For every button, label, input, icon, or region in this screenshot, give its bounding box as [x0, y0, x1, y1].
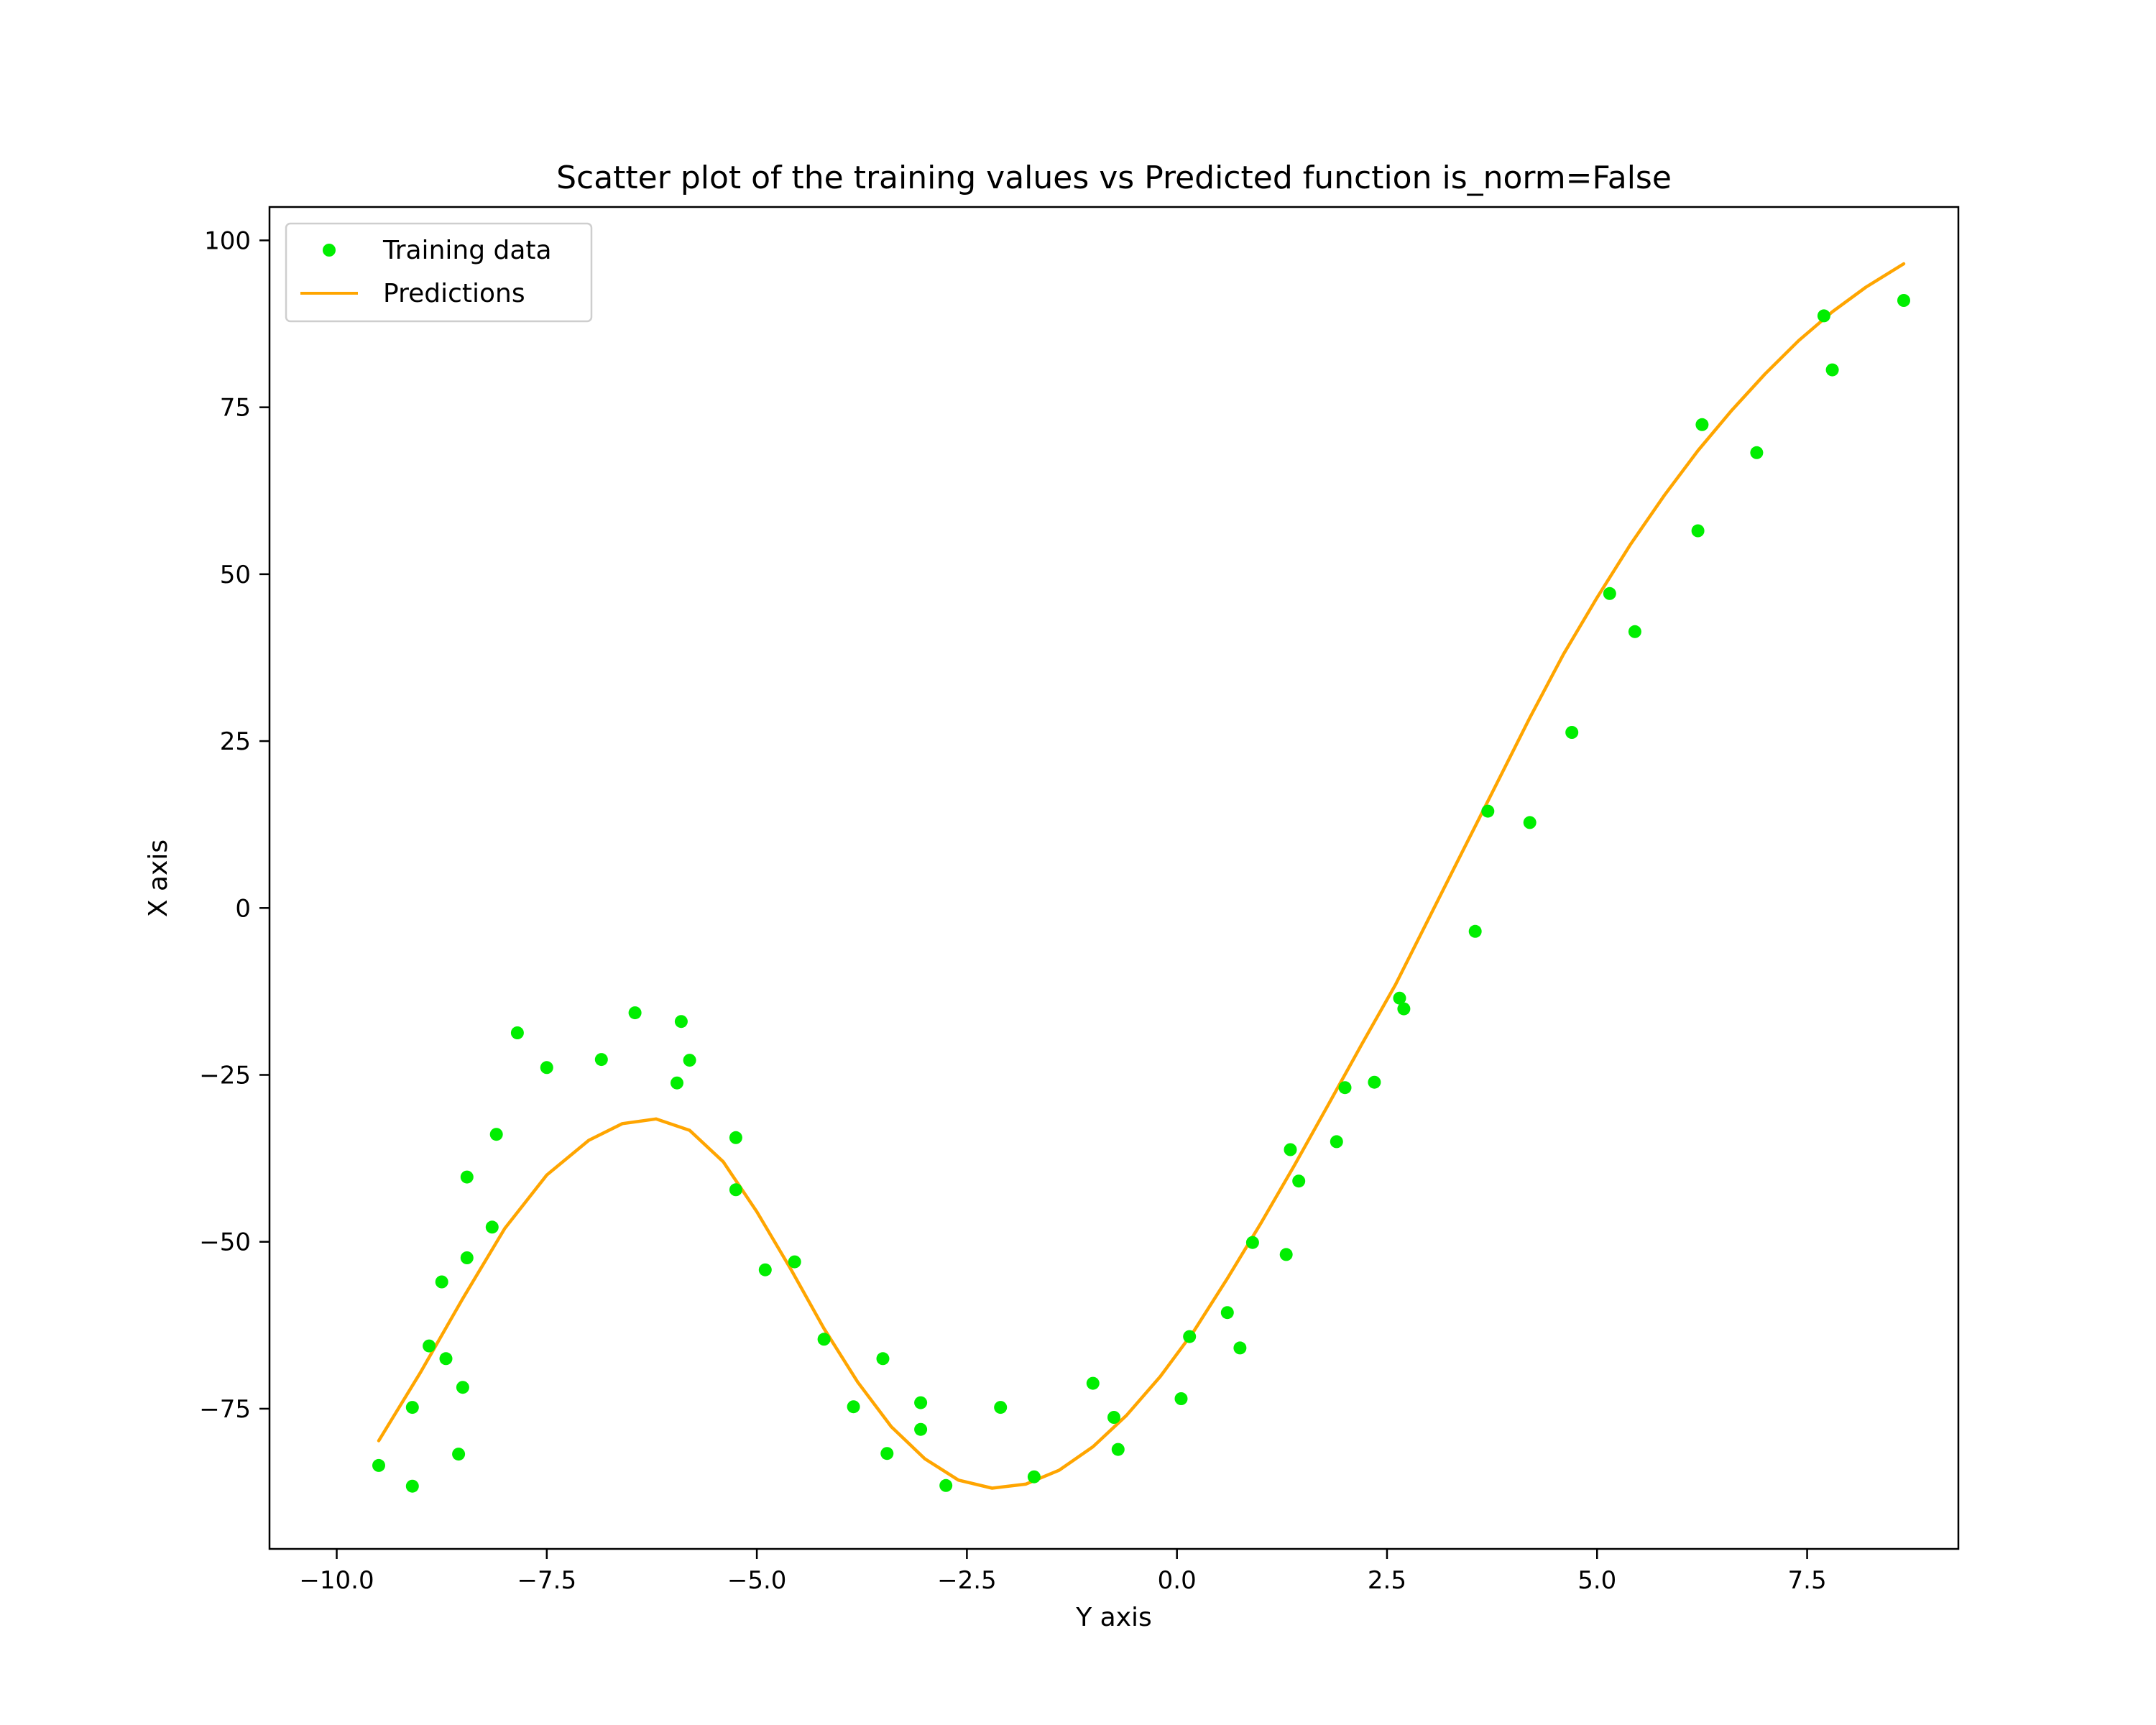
training-data-point [1284, 1143, 1297, 1156]
training-data-point [1397, 1002, 1411, 1016]
x-tick-label: −10.0 [299, 1566, 374, 1595]
training-data-point [594, 1053, 608, 1067]
training-data-point [1817, 309, 1830, 323]
plot-area [268, 206, 1960, 1550]
training-data-point [939, 1478, 953, 1492]
training-data-point [489, 1128, 503, 1141]
training-data-point [540, 1061, 553, 1075]
training-data-point [405, 1479, 419, 1493]
training-data-point [880, 1447, 894, 1460]
y-tick-label: 50 [220, 561, 251, 589]
training-data-point [1368, 1075, 1381, 1089]
training-data-point [372, 1458, 385, 1472]
training-data-point [1468, 924, 1482, 938]
training-data-point [1750, 446, 1764, 459]
training-data-point [914, 1422, 928, 1436]
training-data-point [1603, 586, 1616, 600]
training-data-point [456, 1381, 469, 1394]
x-tick-label: 2.5 [1368, 1566, 1406, 1595]
training-data-point [460, 1251, 474, 1264]
training-data-point [1897, 294, 1910, 307]
training-data-point [1292, 1174, 1306, 1188]
training-data-point [729, 1131, 742, 1144]
chart-title: Scatter plot of the training values vs P… [556, 160, 1672, 196]
training-data-point [683, 1054, 696, 1067]
training-data-point [729, 1183, 742, 1197]
training-data-point [914, 1396, 928, 1409]
training-data-point [758, 1263, 772, 1276]
training-data-point [847, 1400, 860, 1414]
x-tick-label: 0.0 [1158, 1566, 1197, 1595]
x-axis-label: Y axis [1075, 1603, 1152, 1632]
training-data-point [452, 1448, 466, 1461]
training-data-point [423, 1339, 436, 1353]
training-data-point [876, 1352, 890, 1366]
legend-frame [285, 222, 593, 323]
training-data-point [1279, 1248, 1293, 1261]
training-data-point [435, 1275, 448, 1289]
legend-label-training-data: Training data [382, 236, 552, 265]
training-data-point [1393, 991, 1406, 1005]
y-tick-label: −50 [199, 1228, 251, 1257]
training-data-point [460, 1170, 474, 1184]
legend-label-predictions: Predictions [383, 279, 525, 308]
y-tick-label: −25 [199, 1062, 251, 1090]
legend-marker-training-data [323, 244, 336, 257]
y-tick-label: 0 [235, 894, 251, 923]
training-data-point [1027, 1470, 1041, 1484]
x-tick-label: 5.0 [1577, 1566, 1616, 1595]
y-tick-label: 75 [220, 394, 251, 423]
training-data-point [817, 1333, 831, 1346]
training-data-point [1338, 1081, 1352, 1095]
training-data-point [674, 1015, 688, 1029]
training-data-point [1330, 1135, 1343, 1149]
y-axis: −75 −50 −25 0 25 50 75 100 [199, 226, 270, 1424]
training-data-point [788, 1255, 801, 1269]
training-data-point [485, 1220, 499, 1234]
training-data-point [1174, 1392, 1188, 1405]
training-data-point [671, 1076, 683, 1090]
training-data-point [1245, 1236, 1259, 1249]
training-data-point [405, 1401, 419, 1414]
training-data-point [1825, 363, 1839, 377]
training-data-point [628, 1006, 642, 1020]
training-data-point [1183, 1330, 1197, 1343]
legend: Training data Predictions [285, 222, 593, 323]
x-tick-label: −7.5 [517, 1566, 577, 1595]
y-tick-label: 25 [220, 727, 251, 756]
training-data-point [1086, 1376, 1100, 1390]
training-data-point [994, 1401, 1008, 1414]
training-data-point [1695, 418, 1709, 431]
training-data-point [1233, 1341, 1247, 1355]
y-tick-label: −75 [199, 1395, 251, 1424]
x-tick-label: 7.5 [1788, 1566, 1827, 1595]
training-data-point [1565, 726, 1579, 739]
training-data-point [1481, 804, 1495, 818]
training-data-point [1691, 524, 1705, 538]
training-data-point [1107, 1411, 1120, 1424]
training-data-point [1628, 625, 1641, 638]
training-data-point [1220, 1306, 1234, 1320]
training-data-point [1523, 816, 1537, 829]
x-axis: −10.0 −7.5 −5.0 −2.5 0.0 2.5 5.0 7.5 [299, 1549, 1827, 1595]
x-tick-label: −2.5 [937, 1566, 997, 1595]
y-tick-label: 100 [204, 226, 251, 255]
predictions-line [377, 262, 1906, 1490]
training-data-point [510, 1026, 524, 1039]
x-tick-label: −5.0 [727, 1566, 787, 1595]
training-data-point [439, 1352, 453, 1366]
series-layer [372, 262, 1910, 1493]
y-axis-label: X axis [144, 840, 173, 917]
training-data-point [1111, 1443, 1125, 1456]
